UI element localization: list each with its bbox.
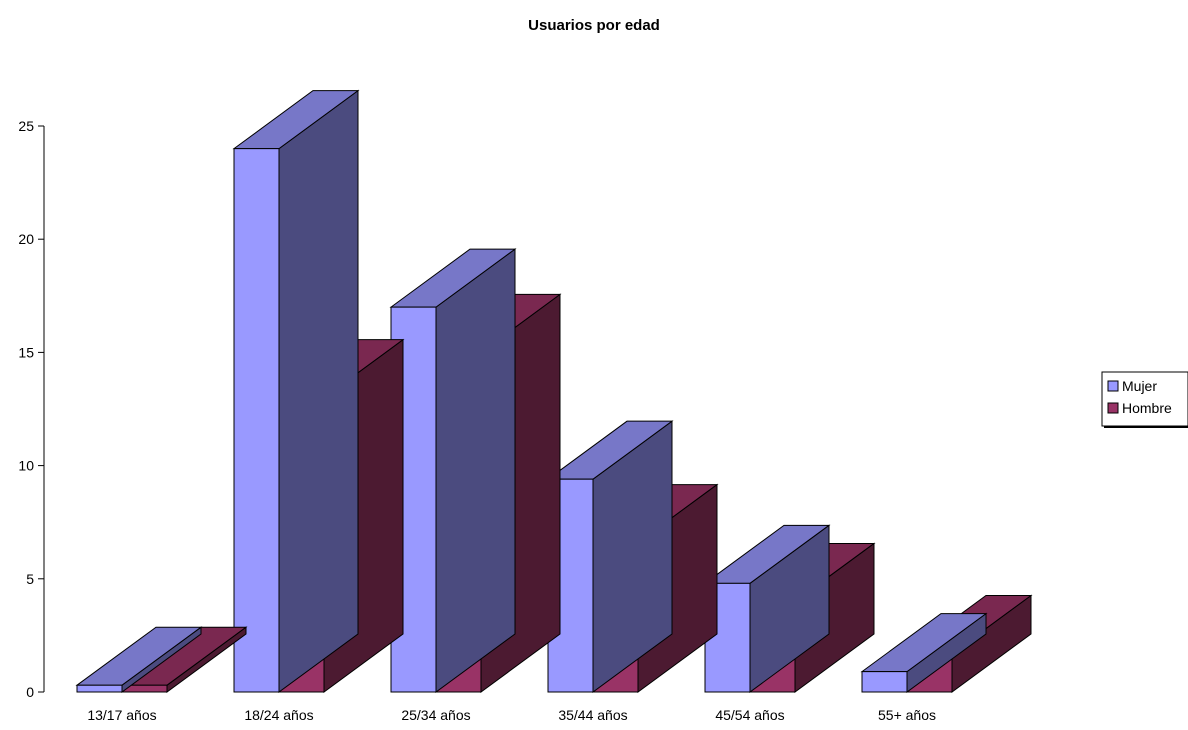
- legend: Mujer Hombre: [1101, 371, 1188, 428]
- x-category-label: 13/17 años: [87, 707, 156, 723]
- x-category-label: 25/34 años: [401, 707, 470, 723]
- bar-mujer: [75, 626, 203, 693]
- chart-title: Usuarios por edad: [528, 17, 660, 34]
- bar-front-face: [861, 671, 908, 693]
- y-tick-label: 10: [18, 458, 34, 474]
- bar-mujer: [546, 420, 674, 693]
- y-tick-label: 5: [26, 571, 34, 587]
- bar-side-face: [435, 248, 516, 693]
- x-category-label: 18/24 años: [244, 707, 313, 723]
- bar-side-face: [278, 89, 359, 693]
- category-labels: 13/17 años 18/24 años 25/34 años 35/44 años…: [87, 707, 936, 723]
- legend-swatch-mujer: [1107, 380, 1119, 392]
- bar-mujer: [389, 248, 517, 693]
- y-tick-label: 15: [18, 344, 34, 360]
- legend-swatch-hombre: [1107, 402, 1119, 414]
- bars: [75, 89, 1033, 693]
- x-category-label: 35/44 años: [558, 707, 627, 723]
- bar-mujer: [860, 612, 988, 693]
- y-tick-label: 0: [26, 684, 34, 700]
- x-category-label: 55+ años: [878, 707, 936, 723]
- y-tick-label: 20: [18, 231, 34, 247]
- bar-mujer: [232, 89, 360, 693]
- bar-front-face: [233, 148, 280, 693]
- x-category-label: 45/54 años: [715, 707, 784, 723]
- y-axis: 0 5 10 15 20 25: [18, 118, 45, 700]
- bar-front-face: [76, 684, 123, 693]
- legend-label-hombre: Hombre: [1122, 400, 1172, 416]
- y-tick-label: 25: [18, 118, 34, 134]
- legend-label-mujer: Mujer: [1122, 378, 1157, 394]
